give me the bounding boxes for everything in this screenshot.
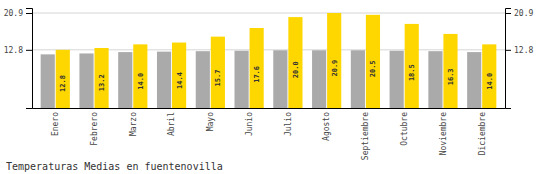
data-label: 16.3 [447, 68, 455, 85]
bar [235, 51, 249, 108]
x-axis-line [33, 108, 506, 109]
x-tick: Enero [51, 108, 60, 136]
data-label: 14.0 [137, 73, 145, 90]
x-tick-label: Abril [167, 112, 176, 136]
x-tick-label: Julio [284, 112, 293, 136]
bar [157, 52, 171, 108]
x-tick: Noviembre [439, 108, 448, 155]
y-tick-label: 20.9 [4, 9, 23, 18]
x-tick-label: Enero [51, 112, 60, 136]
bar [118, 52, 132, 108]
y2-tick: 12.8 [505, 46, 533, 55]
bar [327, 13, 341, 108]
data-label: 15.7 [214, 70, 222, 87]
y2-axis-line [506, 9, 512, 109]
x-tick: Abril [167, 108, 176, 136]
bar [250, 28, 264, 108]
x-axis: Enero Febrero Marzo Abril Mayo Junio Julio Agos… [33, 108, 506, 160]
bar [467, 52, 481, 108]
bar [56, 50, 70, 108]
y-tick-label: 12.8 [4, 46, 23, 55]
x-tick: Octubre [400, 108, 409, 146]
bar [366, 15, 380, 108]
y-axis-line [26, 9, 33, 109]
bar [41, 54, 55, 108]
x-tick-label: Febrero [90, 112, 99, 146]
x-tick-label: Mayo [206, 112, 215, 131]
y2-axis: 12.8 20.9 [505, 9, 533, 109]
data-labels: 12.8 13.2 14.0 14.4 15.7 17.6 20.0 20.9 20.5 18.5… [59, 60, 493, 92]
y2-tick-label: 20.9 [514, 9, 533, 18]
x-tick-label: Marzo [129, 112, 138, 136]
bar [312, 50, 326, 108]
bar [351, 50, 365, 108]
x-tick: Septiembre [361, 108, 370, 160]
data-label: 14.4 [176, 72, 184, 89]
bar [172, 43, 186, 108]
series [56, 13, 497, 108]
x-tick-label: Diciembre [478, 112, 487, 156]
bars [41, 13, 497, 108]
y-axis: 12.8 20.9 [4, 9, 33, 109]
y-tick: 12.8 [4, 46, 32, 55]
x-tick: Diciembre [478, 108, 487, 155]
x-tick: Julio [284, 108, 293, 136]
data-label: 20.9 [331, 60, 339, 77]
data-label: 20.5 [369, 60, 377, 77]
x-tick-label: Septiembre [361, 112, 370, 160]
x-tick: Mayo [206, 108, 215, 131]
y2-tick: 20.9 [505, 9, 533, 18]
x-tick-label: Junio [245, 112, 254, 136]
bar [405, 24, 419, 108]
bar [273, 50, 287, 108]
y2-tick-label: 12.8 [514, 46, 533, 55]
title: Temperaturas Medias en fuentenovilla [6, 161, 223, 172]
x-tick-label: Agosto [322, 112, 331, 141]
bar [196, 51, 210, 108]
data-label: 18.5 [408, 64, 416, 81]
bar [133, 44, 147, 108]
bar [443, 34, 457, 108]
grid [32, 13, 505, 50]
y2-tick-line [505, 13, 511, 14]
bar [211, 37, 225, 108]
bar [482, 44, 496, 108]
bar [288, 17, 302, 108]
data-label: 12.8 [59, 75, 67, 92]
x-tick: Agosto [322, 108, 331, 141]
data-label: 14.0 [486, 73, 494, 90]
bar [428, 51, 442, 108]
plot: 12.8 13.2 14.0 14.4 15.7 17.6 20.0 20.9 20.5 18.5… [4, 9, 534, 161]
grid-line [32, 13, 505, 14]
x-tick-label: Octubre [400, 112, 409, 146]
y2-tick-line [505, 50, 511, 51]
x-tick: Marzo [129, 108, 138, 136]
y-tick: 20.9 [4, 9, 32, 18]
y-tick-line [26, 13, 32, 14]
bar [390, 51, 404, 108]
x-tick: Febrero [90, 108, 99, 146]
chart: 12.8 13.2 14.0 14.4 15.7 17.6 20.0 20.9 20.5 18.5… [0, 0, 537, 174]
x-tick-label: Noviembre [439, 112, 448, 156]
data-label: 17.6 [253, 66, 261, 83]
x-tick: Junio [245, 108, 254, 136]
data-label: 20.0 [292, 61, 300, 78]
data-label: 13.2 [98, 74, 106, 91]
bar [79, 53, 93, 108]
bar [94, 48, 108, 108]
y-tick-line [26, 50, 32, 51]
